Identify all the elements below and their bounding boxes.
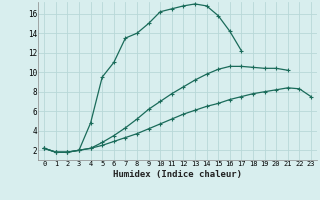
X-axis label: Humidex (Indice chaleur): Humidex (Indice chaleur) (113, 170, 242, 179)
